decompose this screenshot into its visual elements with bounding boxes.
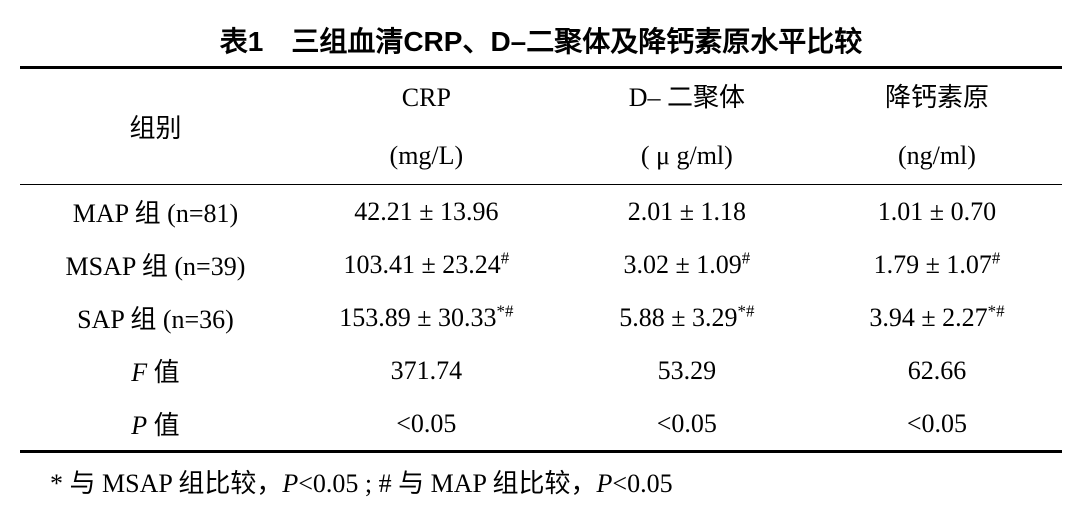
cell-value: <0.05: [907, 409, 967, 438]
table-body: MAP 组 (n=81) 42.21 ± 13.96 2.01 ± 1.18 1.01…: [20, 185, 1062, 452]
row-label-italic: F: [131, 358, 147, 387]
header-col-1-unit: ( μ g/ml): [562, 127, 812, 185]
data-cell: 5.88 ± 3.29*#: [562, 291, 812, 344]
cell-superscript: #: [742, 248, 750, 267]
data-cell: 3.02 ± 1.09#: [562, 238, 812, 291]
table-row: SAP 组 (n=36)153.89 ± 30.33*#5.88 ± 3.29*…: [20, 291, 1062, 344]
data-cell: 371.74: [291, 344, 562, 397]
data-cell: 1.79 ± 1.07#: [812, 238, 1062, 291]
data-cell: 62.66: [812, 344, 1062, 397]
table-row: MAP 组 (n=81) 42.21 ± 13.96 2.01 ± 1.18 1.01…: [20, 185, 1062, 239]
table-title: 表1 三组血清CRP、D–二聚体及降钙素原水平比较: [20, 20, 1062, 66]
cell-value: 371.74: [391, 356, 463, 385]
table-row: MSAP 组 (n=39)103.41 ± 23.24#3.02 ± 1.09#…: [20, 238, 1062, 291]
row-label-italic: P: [131, 411, 147, 440]
data-cell: 3.94 ± 2.27*#: [812, 291, 1062, 344]
footnote-text-2: <0.05 ; # 与 MAP 组比较，: [298, 469, 596, 498]
header-col-1-name: D– 二聚体: [562, 68, 812, 127]
header-col-0-name: CRP: [291, 68, 562, 127]
data-cell: 2.01 ± 1.18: [562, 185, 812, 239]
cell-superscript: *#: [738, 301, 755, 320]
data-cell: 53.29: [562, 344, 812, 397]
cell-value: 42.21 ± 13.96: [354, 197, 498, 226]
footnote-p2: P: [597, 469, 613, 498]
cell-value: 1.79 ± 1.07: [874, 250, 992, 279]
cell-value: 2.01 ± 1.18: [628, 197, 746, 226]
cell-superscript: #: [992, 248, 1000, 267]
cell-value: 3.02 ± 1.09: [623, 250, 741, 279]
footnote-text-3: <0.05: [612, 469, 672, 498]
data-cell: 1.01 ± 0.70: [812, 185, 1062, 239]
header-col-2-name: 降钙素原: [812, 68, 1062, 127]
cell-value: <0.05: [657, 409, 717, 438]
data-cell: 153.89 ± 30.33*#: [291, 291, 562, 344]
table-container: 表1 三组血清CRP、D–二聚体及降钙素原水平比较 组别 CRP D– 二聚体 …: [20, 20, 1062, 500]
row-label-rest: 值: [147, 358, 180, 387]
footnote-text-1: * 与 MSAP 组比较，: [50, 469, 282, 498]
table-row: P 值 <0.05 <0.05 <0.05: [20, 397, 1062, 452]
row-label-rest: 值: [147, 411, 180, 440]
cell-value: 153.89 ± 30.33: [339, 303, 496, 332]
data-cell: 103.41 ± 23.24#: [291, 238, 562, 291]
data-cell: <0.05: [291, 397, 562, 452]
cell-superscript: *#: [497, 301, 514, 320]
cell-superscript: *#: [988, 301, 1005, 320]
cell-value: 53.29: [658, 356, 717, 385]
cell-superscript: #: [501, 248, 509, 267]
data-cell: 42.21 ± 13.96: [291, 185, 562, 239]
table-row: F 值 371.74 53.29 62.66: [20, 344, 1062, 397]
row-label: F 值: [20, 344, 291, 397]
data-cell: <0.05: [562, 397, 812, 452]
row-label: MAP 组 (n=81): [20, 185, 291, 239]
header-col-2-unit: (ng/ml): [812, 127, 1062, 185]
cell-value: 103.41 ± 23.24: [343, 250, 500, 279]
footnote-p1: P: [282, 469, 298, 498]
row-label: MSAP 组 (n=39): [20, 238, 291, 291]
row-label: SAP 组 (n=36): [20, 291, 291, 344]
cell-value: 62.66: [908, 356, 967, 385]
data-cell: <0.05: [812, 397, 1062, 452]
table-header: 组别 CRP D– 二聚体 降钙素原 (mg/L) ( μ g/ml) (ng/…: [20, 68, 1062, 185]
table-footnote: * 与 MSAP 组比较，P<0.05 ; # 与 MAP 组比较，P<0.05: [20, 453, 1062, 500]
data-table: 组别 CRP D– 二聚体 降钙素原 (mg/L) ( μ g/ml) (ng/…: [20, 66, 1062, 453]
header-group-label: 组别: [20, 68, 291, 185]
header-col-0-unit: (mg/L): [291, 127, 562, 185]
cell-value: 5.88 ± 3.29: [619, 303, 737, 332]
cell-value: 3.94 ± 2.27: [869, 303, 987, 332]
cell-value: <0.05: [396, 409, 456, 438]
cell-value: 1.01 ± 0.70: [878, 197, 996, 226]
row-label: P 值: [20, 397, 291, 452]
